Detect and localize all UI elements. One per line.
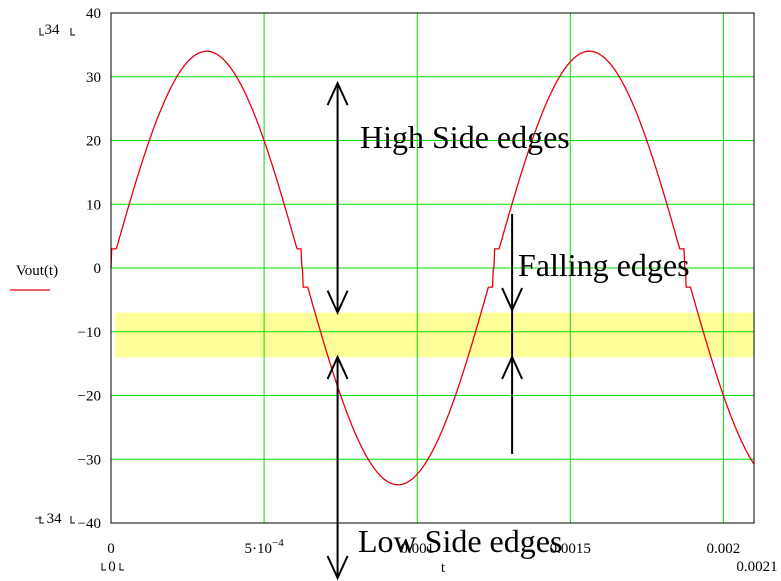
- y-tick-label: 30: [86, 70, 101, 86]
- x-axis-label: t: [441, 560, 446, 576]
- highlight-band-layer: [115, 312, 754, 358]
- y-tick-label: −20: [78, 389, 101, 405]
- arrow-head: [501, 354, 524, 380]
- y-min-label: − 34: [34, 511, 62, 527]
- high-side-label: High Side edges: [360, 119, 570, 155]
- series-line-vout: [110, 50, 755, 486]
- x-tick-label: 0.002: [707, 541, 741, 557]
- highlight-band: [115, 312, 754, 358]
- y-max-label: 34: [45, 22, 61, 38]
- y-tick-label: −30: [78, 452, 101, 468]
- corner-bracket: [39, 28, 44, 36]
- x-min-label: 0: [108, 559, 116, 575]
- x-max-label: 0.0021: [736, 559, 777, 575]
- falling-edges-label: Falling edges: [518, 247, 690, 283]
- arrow-head: [326, 80, 349, 106]
- plot-frame: [110, 12, 755, 524]
- corner-bracket: [70, 28, 75, 36]
- corner-bracket: [39, 516, 44, 524]
- y-tick-label: −40: [78, 516, 101, 532]
- y-tick-label: 0: [94, 261, 102, 277]
- corner-bracket: [70, 516, 75, 524]
- x-tick-label: 0: [107, 541, 115, 557]
- y-tick-label: −10: [78, 325, 101, 341]
- y-tick-label: 40: [86, 6, 101, 22]
- corner-bracket: [101, 563, 106, 571]
- x-tick-label: 5·10−4: [244, 537, 284, 557]
- series-layer: [110, 50, 755, 486]
- annotations: High Side edges Falling edges Low Side edg…: [326, 80, 690, 581]
- x-tick-label: 0.0015: [550, 541, 591, 557]
- arrow-head: [501, 287, 524, 313]
- y-tick-label: 10: [86, 197, 101, 213]
- arrow-head: [326, 354, 349, 380]
- y-axis-label: Vout(t): [16, 263, 58, 279]
- arrow-head: [326, 290, 349, 316]
- low-side-label: Low Side edges: [358, 523, 562, 559]
- legend: Vout(t) t: [10, 263, 446, 576]
- tick-labels: 40 30 20 10 0 −10 −20 −30 −40 0 5·10−4 0.001 0.0015 0…: [34, 6, 777, 575]
- x-tick-label: 0.001: [400, 541, 434, 557]
- y-tick-label: 20: [86, 134, 101, 150]
- arrow-head: [326, 555, 349, 581]
- corner-bracket: [119, 563, 124, 571]
